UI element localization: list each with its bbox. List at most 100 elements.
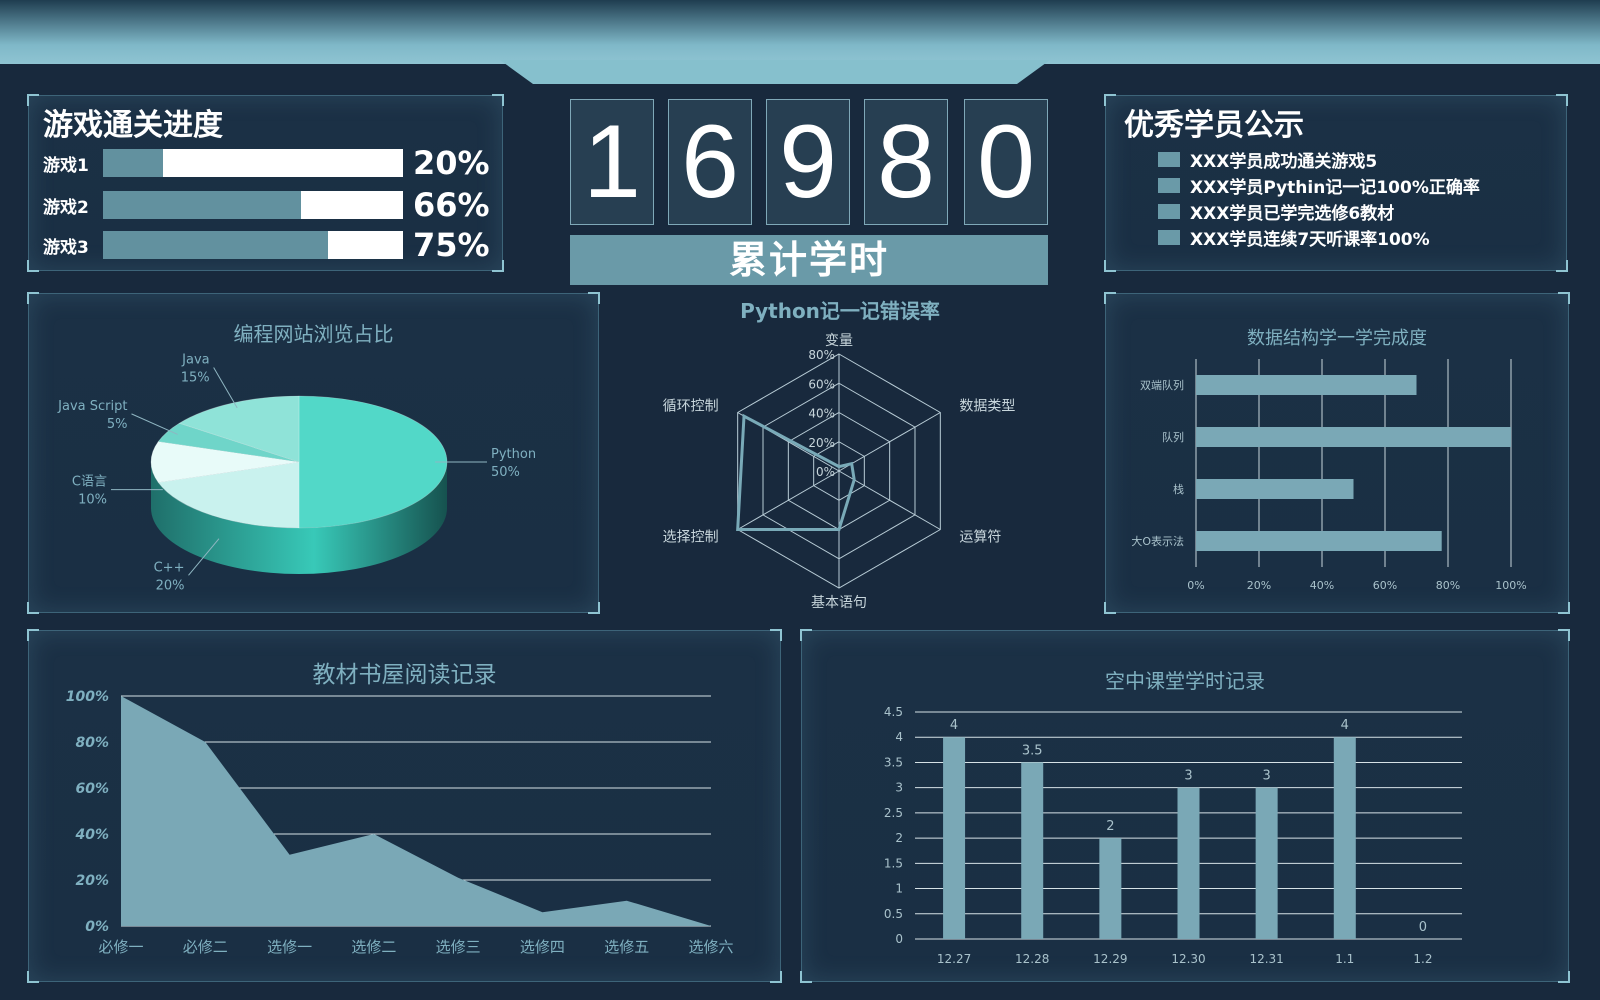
progress-label: 游戏1: [43, 155, 89, 176]
radar-tick-label: 80%: [808, 348, 835, 362]
pie-side-wall: [151, 462, 447, 574]
radar-tick-label: 0%: [816, 465, 835, 479]
pie-leader-line: [131, 413, 178, 435]
radar-chart-title: Python记一记错误率: [740, 299, 940, 323]
pie-category-label: Java Script: [57, 399, 127, 414]
area-tick-label: 60%: [75, 781, 109, 797]
progress-bar: [103, 149, 403, 177]
progress-row-3: 游戏3 75%: [43, 226, 490, 264]
radar-tick-label: 20%: [808, 436, 835, 450]
hbar-bar: [1196, 427, 1511, 447]
hbar-tick-label: 60%: [1373, 579, 1397, 592]
pie-slice: [157, 461, 300, 529]
square-bullet-icon: [1158, 151, 1180, 167]
radar-series-line: [736, 413, 856, 531]
radar-tick-label: 40%: [808, 407, 835, 421]
column-tick-label: 1: [895, 882, 903, 896]
column-bar: [1021, 762, 1044, 939]
hbar-category-label: 大O表示法: [1131, 534, 1184, 548]
column-tick-label: 3: [895, 781, 903, 795]
hbar-tick-label: 80%: [1436, 579, 1460, 592]
column-bar: [1099, 838, 1122, 939]
pie-value-label: 10%: [78, 493, 107, 508]
list-item: XXX学员连续7天听课率100%: [1158, 224, 1480, 250]
area-series: [121, 696, 711, 926]
square-bullet-icon: [1158, 177, 1180, 193]
honor-roll-list: XXX学员成功通关游戏5 XXX学员Pythin记一记100%正确率 XXX学员…: [1158, 146, 1480, 250]
pie-value-label: 15%: [181, 371, 210, 386]
pie-value-label: 50%: [491, 465, 520, 480]
column-value-label: 2: [1106, 819, 1114, 834]
pie-chart: Python 50% C++ 20% C语言 10% Java Script 5% Java 15…: [57, 353, 536, 594]
square-bullet-icon: [1158, 203, 1180, 219]
column-value-label: 4: [1341, 718, 1349, 733]
column-tick-label: 4: [895, 730, 903, 744]
progress-percent: 20%: [413, 144, 490, 182]
column-category-label: 12.28: [1015, 952, 1049, 966]
area-chart-title: 教材书屋阅读记录: [312, 662, 497, 688]
top-header-bar: [0, 0, 1600, 64]
column-tick-label: 2.5: [884, 806, 903, 820]
honor-item-text: XXX学员已学完选修6教材: [1190, 203, 1395, 224]
class-hours-panel: 空中课堂学时记录 0 0.5 1 1.5 2 2.5 3 3.5 4 4.5 4 12.27 3.5 12…: [800, 629, 1570, 983]
counter-digit-4: 8: [864, 99, 948, 225]
column-bar: [1333, 737, 1356, 939]
honor-roll-panel: 优秀学员公示 XXX学员成功通关游戏5 XXX学员Pythin记一记100%正确…: [1104, 94, 1568, 272]
area-tick-label: 100%: [66, 689, 109, 705]
progress-label: 游戏3: [43, 237, 89, 258]
column-category-label: 12.29: [1093, 952, 1127, 966]
hbar-tick-label: 0%: [1187, 579, 1204, 592]
pie-slice: [150, 441, 300, 483]
pie-leader-line: [213, 367, 238, 409]
radar-axis-label: 选择控制: [663, 530, 719, 546]
hbar-bar: [1196, 375, 1417, 395]
area-chart: 0% 20% 40% 60% 80% 100% 必修一 必修二 选修一 选修二 选修三 选修四 选修五 选…: [66, 689, 734, 956]
column-tick-label: 4.5: [884, 705, 903, 719]
reading-record-panel: 教材书屋阅读记录 0% 20% 40% 60% 80% 100% 必修一 必修二 选修一 选修二 选…: [27, 629, 782, 983]
column-tick-label: 2: [895, 831, 903, 845]
column-category-label: 12.27: [937, 952, 971, 966]
radar-axis-label: 运算符: [959, 530, 1001, 546]
progress-row-2: 游戏2 66%: [43, 186, 490, 224]
column-value-label: 0: [1419, 920, 1427, 935]
counter-digit-5: 0: [964, 99, 1048, 225]
area-category-label: 选修一: [267, 938, 312, 956]
data-structure-panel: 数据结构学一学完成度 0% 20% 40% 60% 80% 100% 双端队列 队列栈大O表示…: [1104, 292, 1570, 614]
hbar-tick-label: 100%: [1495, 579, 1526, 592]
top-header-tab: [500, 60, 1050, 84]
pie-slice: [178, 395, 300, 463]
hbar-category-label: 栈: [1173, 482, 1184, 496]
column-category-label: 12.30: [1171, 952, 1205, 966]
progress-bar: [103, 191, 403, 219]
area-tick-label: 80%: [75, 735, 109, 751]
radar-axis-label: 循环控制: [663, 399, 719, 415]
counter-digit-1: 1: [570, 99, 654, 225]
browse-share-panel: 编程网站浏览占比 Python 50% C++ 20% C语言 10% Java Scrip…: [27, 292, 600, 614]
radar-tick-label: 60%: [808, 377, 835, 391]
column-bar: [1255, 787, 1278, 939]
progress-fill: [103, 231, 328, 259]
list-item: XXX学员Pythin记一记100%正确率: [1158, 172, 1480, 198]
column-value-label: 4: [950, 718, 958, 733]
column-tick-label: 0.5: [884, 907, 903, 921]
progress-fill: [103, 191, 301, 219]
counter-digit-2: 6: [668, 99, 752, 225]
hbar-bar: [1196, 479, 1354, 499]
pie-category-label: C++: [154, 560, 185, 575]
column-chart: 0 0.5 1 1.5 2 2.5 3 3.5 4 4.5 4 12.27 3.5 12.28 2 12.29…: [884, 705, 1462, 966]
pie-slice: [157, 422, 300, 463]
hbar-tick-label: 40%: [1310, 579, 1334, 592]
area-category-label: 必修二: [183, 938, 228, 956]
total-hours-label: 累计学时: [570, 235, 1048, 285]
pie-category-label: C语言: [72, 475, 107, 490]
progress-row-1: 游戏1 20%: [43, 144, 490, 182]
pie-category-label: Java: [181, 353, 209, 368]
progress-fill: [103, 149, 163, 177]
square-bullet-icon: [1158, 229, 1180, 245]
area-tick-label: 20%: [75, 873, 109, 889]
area-category-label: 必修一: [98, 938, 143, 956]
column-value-label: 3: [1263, 769, 1271, 784]
column-value-label: 3.5: [1022, 743, 1043, 758]
counter-digit-3: 9: [766, 99, 850, 225]
pie-chart-title: 编程网站浏览占比: [233, 322, 394, 346]
